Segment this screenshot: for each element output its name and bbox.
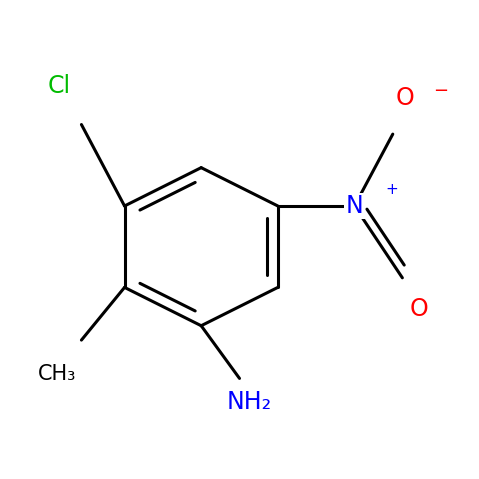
Text: O: O	[395, 86, 414, 110]
Text: CH₃: CH₃	[38, 364, 77, 384]
Text: O: O	[410, 297, 429, 321]
Text: NH₂: NH₂	[227, 390, 272, 414]
Text: +: +	[386, 182, 399, 197]
Text: −: −	[433, 82, 449, 100]
Text: Cl: Cl	[48, 74, 71, 98]
Text: N: N	[345, 194, 364, 218]
